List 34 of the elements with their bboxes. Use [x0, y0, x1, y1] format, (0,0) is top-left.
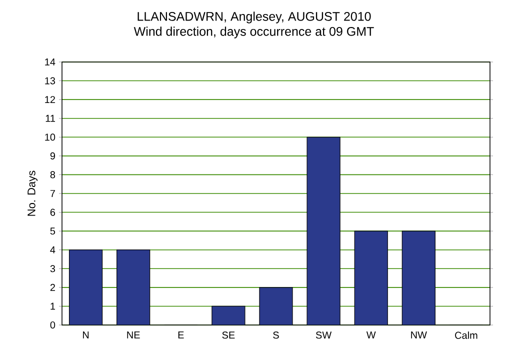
- bar: [307, 137, 340, 325]
- y-tick-label: 0: [50, 321, 56, 329]
- chart-title: LLANSADWRN, Anglesey, AUGUST 2010: [138, 12, 371, 24]
- bar: [259, 287, 292, 325]
- x-tick-label: Calm: [455, 332, 478, 339]
- y-tick-label: 14: [45, 58, 56, 66]
- x-tick-label: SW: [316, 332, 332, 339]
- x-tick-label: NE: [127, 332, 140, 338]
- x-tick-label: W: [366, 332, 376, 338]
- bar: [212, 306, 245, 325]
- y-tick-label: 10: [45, 134, 56, 141]
- y-tick-label: 13: [45, 77, 56, 84]
- y-axis-title: No. Days: [28, 170, 38, 216]
- y-tick-label: 12: [45, 96, 55, 104]
- bar: [354, 231, 388, 325]
- chart-subtitle: Wind direction, days occurrence at 09 GMT: [134, 26, 374, 38]
- y-tick-label: 2: [50, 284, 55, 291]
- y-tick-label: 1: [50, 302, 55, 310]
- bar: [116, 250, 150, 325]
- bar: [69, 250, 102, 325]
- x-tick-label: E: [178, 332, 184, 338]
- x-tick-label: S: [273, 332, 279, 339]
- bar: [402, 231, 436, 325]
- y-tick-label: 7: [50, 190, 55, 197]
- y-tick-label: 11: [46, 114, 55, 122]
- x-tick-label: NW: [411, 332, 427, 338]
- y-tick-label: 9: [50, 152, 56, 160]
- y-tick-label: 3: [50, 265, 56, 272]
- y-tick-label: 8: [50, 171, 56, 178]
- x-tick-label: SE: [222, 332, 235, 339]
- y-tick-label: 5: [50, 228, 56, 235]
- y-tick-label: 4: [50, 246, 56, 254]
- x-tick-label: N: [82, 332, 89, 338]
- y-tick-label: 6: [50, 208, 56, 216]
